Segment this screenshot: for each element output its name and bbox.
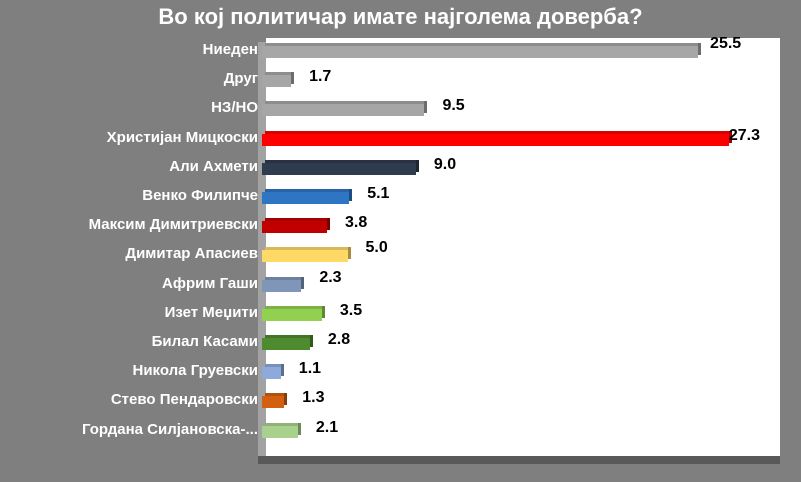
bar-side <box>301 276 305 289</box>
category-label: НЗ/НО <box>211 99 258 117</box>
bar-top <box>265 189 353 192</box>
bar-top <box>265 43 702 46</box>
value-label: 2.1 <box>315 418 339 436</box>
value-label: 3.5 <box>339 301 363 319</box>
category-label: Стево Пендаровски <box>110 391 258 409</box>
category-label: Венко Филипче <box>142 187 258 204</box>
bar-top <box>265 247 351 251</box>
bar-face <box>262 367 281 380</box>
bar-face <box>262 396 285 409</box>
bar-side <box>326 218 330 231</box>
chart-title: Во кој политичар имате најголема доверба… <box>158 4 643 29</box>
bar <box>262 130 732 146</box>
bar <box>262 247 351 263</box>
category-label: Друг <box>223 70 258 88</box>
chart-floor-edge <box>772 456 780 464</box>
bar <box>262 43 702 58</box>
bar-top <box>265 276 305 280</box>
category-label: Димитар Апасиев <box>125 245 258 263</box>
bar-top <box>265 364 284 368</box>
chart-left-wall <box>258 42 266 456</box>
chart-floor <box>258 456 780 464</box>
bar <box>262 335 313 350</box>
bar-face <box>262 192 350 204</box>
category-label: Африм Гаши <box>162 274 258 292</box>
bar-side <box>424 101 428 114</box>
category-label: Изет Меџити <box>164 303 258 321</box>
bar-side <box>698 43 702 55</box>
bar <box>262 101 428 117</box>
bar-side <box>415 159 419 172</box>
bar <box>262 305 325 321</box>
category-label: Ниеден <box>202 41 258 58</box>
bar-face <box>262 425 298 438</box>
bar-top <box>265 335 313 338</box>
bar-top <box>265 305 325 309</box>
category-label: Гордана Силјановска-... <box>82 420 258 438</box>
bar-side <box>291 72 295 85</box>
bar <box>262 364 284 380</box>
bar-side <box>309 335 313 347</box>
category-label: Максим Димитриевски <box>88 216 258 234</box>
value-label: 5.0 <box>365 239 388 257</box>
bar-face <box>262 104 425 117</box>
category-label: Никола Груевски <box>132 362 259 380</box>
value-label: 1.3 <box>302 389 325 407</box>
bar-side <box>347 247 351 260</box>
value-label: 1.1 <box>298 360 322 378</box>
bar <box>262 72 295 88</box>
bar-top <box>265 72 295 76</box>
bar-top <box>265 218 330 222</box>
category-label: Билал Касами <box>151 333 258 350</box>
bar <box>262 276 305 292</box>
bar-face <box>262 75 292 88</box>
bar-top <box>265 422 301 426</box>
bar <box>262 159 419 175</box>
value-label: 1.7 <box>309 68 332 86</box>
bar-face <box>262 250 348 263</box>
value-label: 3.8 <box>344 214 368 232</box>
bar-face <box>262 46 699 58</box>
bar-side <box>297 422 301 435</box>
bar <box>262 189 353 204</box>
value-label: 25.5 <box>710 35 742 52</box>
value-label: 2.3 <box>319 268 342 286</box>
value-label: 9.5 <box>442 97 465 115</box>
bar-side <box>284 393 288 406</box>
value-label: 27.3 <box>728 126 760 144</box>
bar-top <box>265 159 419 163</box>
bar <box>262 422 301 438</box>
bar-top <box>265 393 288 397</box>
bar-face <box>262 279 302 292</box>
bar-side <box>349 189 353 201</box>
bar-face <box>262 221 327 234</box>
category-label: Христијан Мицкоски <box>106 128 258 146</box>
bar-side <box>280 364 284 377</box>
category-label: Али Ахмети <box>169 157 258 175</box>
bar-side <box>728 130 732 143</box>
bar-top <box>265 130 732 134</box>
value-label: 5.1 <box>367 185 390 202</box>
value-label: 2.8 <box>327 331 351 348</box>
bar <box>262 393 288 409</box>
bar-face <box>262 308 322 321</box>
bar-top <box>265 101 428 105</box>
bar-side <box>321 305 325 318</box>
bar <box>262 218 330 234</box>
bar-face <box>262 133 729 146</box>
value-label: 9.0 <box>433 155 457 173</box>
bar-face <box>262 162 416 175</box>
bar-face <box>262 338 310 350</box>
